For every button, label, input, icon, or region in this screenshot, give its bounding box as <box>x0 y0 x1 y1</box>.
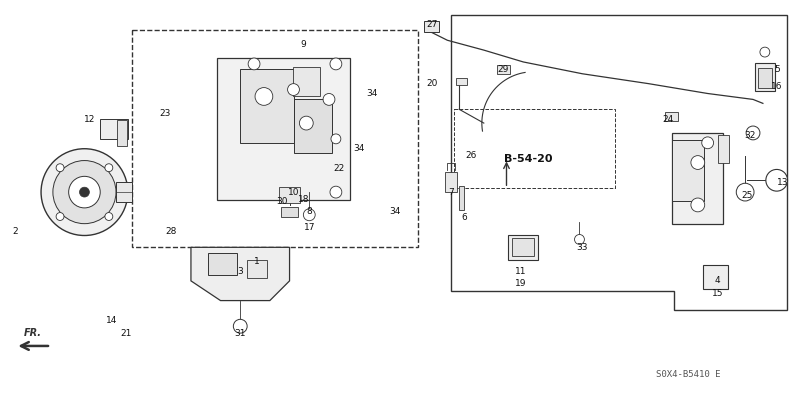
Circle shape <box>331 134 341 144</box>
Text: 30: 30 <box>276 198 287 206</box>
Text: 19: 19 <box>514 279 526 288</box>
Bar <box>665 112 678 121</box>
Bar <box>116 182 132 202</box>
Text: S0X4-B5410 E: S0X4-B5410 E <box>656 370 721 380</box>
Text: 21: 21 <box>120 329 131 338</box>
Bar <box>281 207 298 217</box>
Text: 23: 23 <box>160 109 171 118</box>
Circle shape <box>287 84 299 96</box>
Text: 20: 20 <box>426 79 438 88</box>
Bar <box>702 265 728 289</box>
Circle shape <box>691 156 705 170</box>
Circle shape <box>574 234 585 244</box>
Text: 11: 11 <box>514 266 526 276</box>
Circle shape <box>56 212 64 220</box>
Text: 27: 27 <box>426 20 438 29</box>
Circle shape <box>41 149 128 236</box>
Circle shape <box>323 94 335 105</box>
Text: 33: 33 <box>577 243 588 252</box>
Text: 13: 13 <box>777 178 788 187</box>
Text: 9: 9 <box>301 40 306 49</box>
Text: 29: 29 <box>498 65 510 74</box>
Bar <box>117 120 127 146</box>
Bar <box>100 119 128 139</box>
Bar <box>247 260 267 278</box>
Bar <box>240 69 294 143</box>
Bar <box>718 135 730 162</box>
Text: 32: 32 <box>744 132 756 140</box>
Text: 5: 5 <box>774 65 779 74</box>
Circle shape <box>702 137 714 149</box>
Circle shape <box>79 187 90 197</box>
Circle shape <box>53 160 116 224</box>
Bar <box>456 78 466 85</box>
Circle shape <box>330 186 342 198</box>
Circle shape <box>299 116 314 130</box>
Bar <box>758 68 772 88</box>
Text: 26: 26 <box>466 151 477 160</box>
Circle shape <box>234 319 247 333</box>
Text: 31: 31 <box>234 329 246 338</box>
Text: 8: 8 <box>306 207 312 216</box>
Text: B-54-20: B-54-20 <box>503 154 552 164</box>
Bar <box>294 99 332 153</box>
Text: 3: 3 <box>238 266 243 276</box>
Bar <box>278 187 301 203</box>
Circle shape <box>303 209 315 221</box>
Text: 7: 7 <box>449 188 454 197</box>
Bar <box>217 58 350 200</box>
Circle shape <box>248 58 260 70</box>
Circle shape <box>760 47 770 57</box>
Text: 18: 18 <box>298 196 309 204</box>
Bar <box>672 140 704 201</box>
Text: 4: 4 <box>714 276 720 285</box>
Bar <box>208 253 238 275</box>
Polygon shape <box>191 247 290 300</box>
Circle shape <box>330 58 342 70</box>
Text: 34: 34 <box>353 144 364 153</box>
Circle shape <box>766 170 787 191</box>
Text: 25: 25 <box>742 190 753 200</box>
Bar <box>755 63 774 90</box>
Text: 34: 34 <box>390 207 401 216</box>
Text: 16: 16 <box>771 82 782 91</box>
Circle shape <box>255 88 273 105</box>
Text: FR.: FR. <box>24 328 42 338</box>
Text: 22: 22 <box>334 164 345 173</box>
Circle shape <box>56 164 64 172</box>
Text: 2: 2 <box>13 227 18 236</box>
Circle shape <box>746 126 760 140</box>
Text: 34: 34 <box>366 89 378 98</box>
Circle shape <box>105 212 113 220</box>
Bar <box>497 65 510 74</box>
Circle shape <box>69 176 100 208</box>
Text: 14: 14 <box>106 316 118 325</box>
Text: 17: 17 <box>303 223 315 232</box>
Bar <box>446 172 457 192</box>
Bar <box>672 133 723 224</box>
Text: 24: 24 <box>662 115 674 124</box>
Bar <box>424 20 439 32</box>
Text: 15: 15 <box>712 289 723 298</box>
Circle shape <box>736 183 754 201</box>
Text: 6: 6 <box>462 213 467 222</box>
Text: 10: 10 <box>288 188 299 197</box>
Text: 1: 1 <box>254 257 260 266</box>
Bar <box>509 234 538 260</box>
Circle shape <box>105 164 113 172</box>
Bar <box>458 186 464 210</box>
Circle shape <box>691 198 705 212</box>
Text: 12: 12 <box>84 115 95 124</box>
Bar <box>513 238 534 256</box>
Bar <box>293 67 320 96</box>
Text: 28: 28 <box>166 227 177 236</box>
